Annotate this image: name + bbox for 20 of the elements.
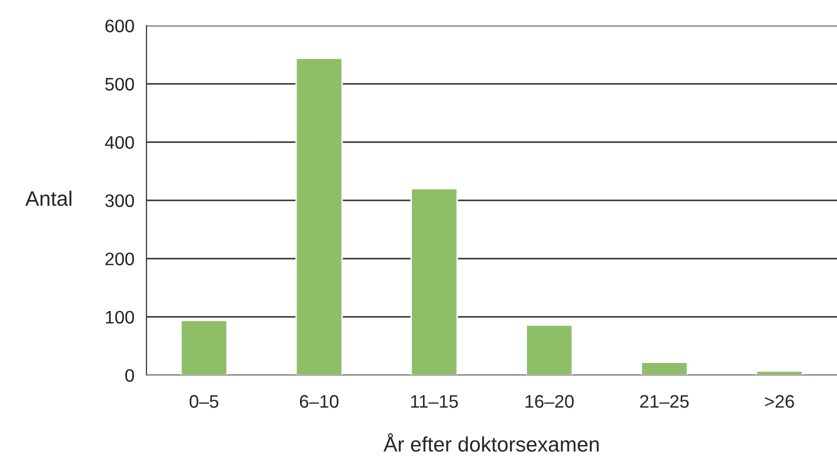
y-tick-label: 0 xyxy=(125,369,134,382)
x-tick-label: 16–20 xyxy=(526,395,574,408)
y-tick-label: 200 xyxy=(105,252,134,266)
x-tick-label: >26 xyxy=(765,395,794,408)
y-tick-label: 300 xyxy=(105,194,134,208)
x-axis-title: År efter doktorsexamen xyxy=(384,433,599,452)
bar xyxy=(180,320,228,376)
y-tick-label: 600 xyxy=(105,20,134,32)
x-tick-label: 11–15 xyxy=(411,395,458,408)
x-tick-label: 6–10 xyxy=(300,395,338,408)
y-axis-title: Antal xyxy=(25,190,72,206)
y-tick-label: 500 xyxy=(105,78,134,91)
y-tick-label: 400 xyxy=(104,136,134,149)
x-tick-label: 0–5 xyxy=(190,395,218,408)
bar xyxy=(526,324,573,376)
x-tick-label: 21–25 xyxy=(640,395,689,408)
bar xyxy=(410,188,458,376)
bar xyxy=(640,362,688,376)
y-tick-label: 100 xyxy=(106,310,134,324)
bar xyxy=(295,58,343,376)
